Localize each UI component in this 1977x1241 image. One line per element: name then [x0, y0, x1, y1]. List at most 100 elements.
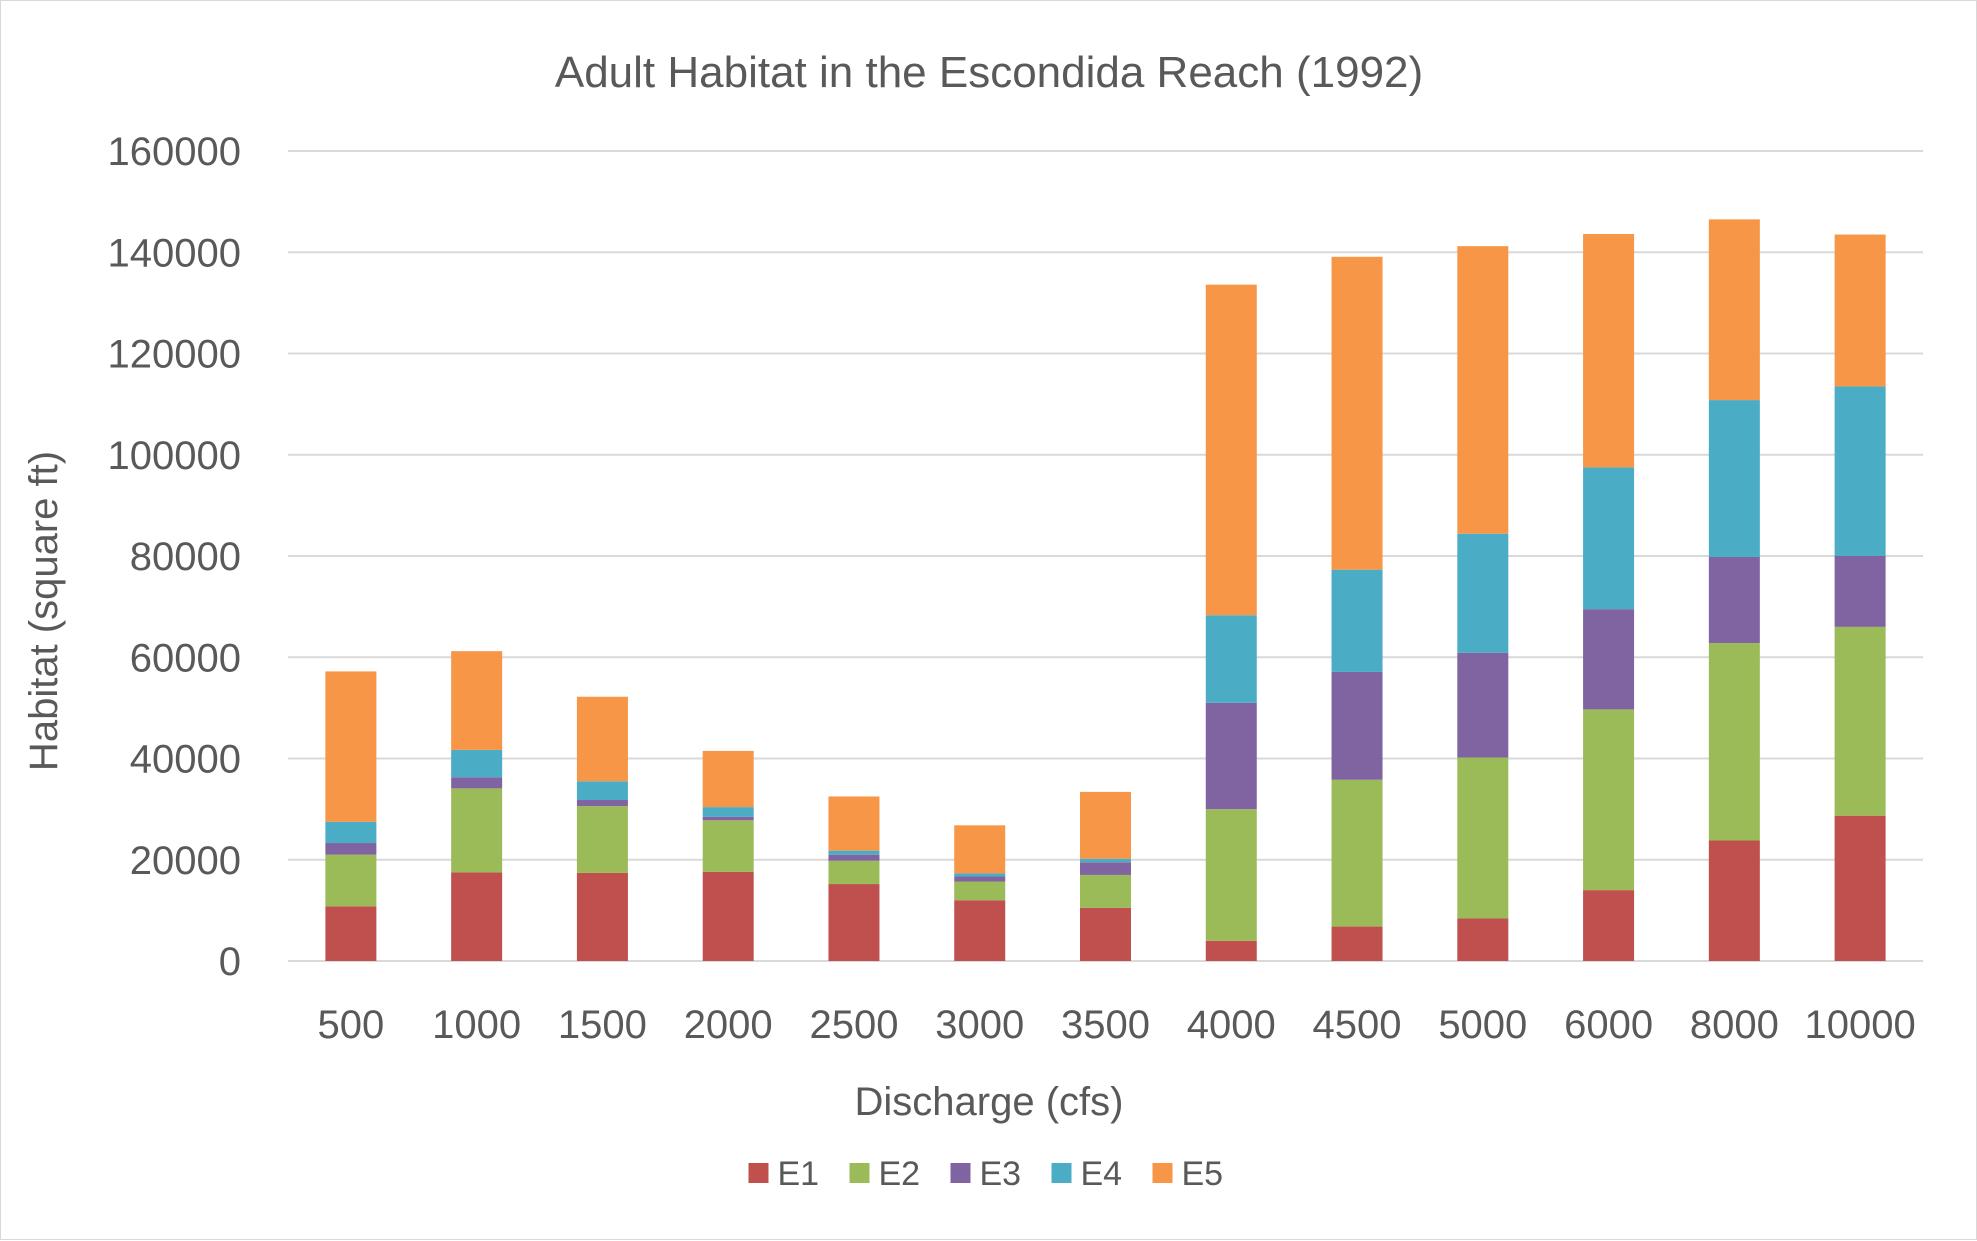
- bar-segment-e4-1000: [451, 749, 503, 778]
- x-axis-ticks: 500 1000 1500 2000 2500 3000 3500 4000 4500 5000 6…: [318, 1003, 1916, 1047]
- bar-segment-e1-5000: [1457, 918, 1509, 961]
- y-tick-label: 160000: [108, 130, 241, 174]
- bar-segment-e1-2000: [702, 871, 754, 961]
- bar-segment-e5-6000: [1583, 234, 1635, 468]
- bar-segment-e4-3000: [954, 873, 1006, 877]
- bar-segment-e4-2000: [702, 807, 754, 817]
- y-tick-label: 80000: [130, 535, 241, 579]
- bar-segment-e2-4000: [1205, 809, 1257, 941]
- legend-label: E4: [1081, 1155, 1123, 1193]
- x-tick-label: 5000: [1438, 1003, 1527, 1047]
- y-tick-label: 0: [219, 940, 241, 984]
- bar-segment-e3-3500: [1080, 862, 1131, 875]
- bar-segment-e4-10000: [1834, 386, 1886, 556]
- bar-segment-e5-4000: [1205, 284, 1257, 616]
- y-axis-label: Habitat (square ft): [22, 451, 66, 771]
- bar-segment-e4-4000: [1205, 615, 1257, 703]
- legend-label: E1: [778, 1155, 820, 1193]
- y-tick-label: 40000: [130, 738, 241, 782]
- y-tick-label: 140000: [108, 231, 241, 275]
- legend: E1 E2 E3 E4 E5: [748, 1155, 1224, 1193]
- bar-segment-e5-2000: [702, 750, 754, 808]
- bar-segment-e2-2500: [828, 860, 880, 885]
- bar-segment-e1-4000: [1205, 940, 1257, 961]
- bar-segment-e4-4500: [1331, 569, 1383, 672]
- bar-segment-e2-1000: [451, 788, 503, 873]
- bar-segment-e3-5000: [1457, 652, 1509, 758]
- legend-item-e1: E1: [748, 1155, 820, 1193]
- bar-segment-e2-4500: [1331, 779, 1383, 927]
- x-tick-label: 2000: [684, 1003, 773, 1047]
- bar-segment-e4-2500: [828, 850, 880, 855]
- bar-segment-e4-5000: [1457, 533, 1509, 653]
- x-tick-label: 2500: [809, 1003, 898, 1047]
- bar-segment-e3-6000: [1583, 609, 1635, 710]
- bar-segment-e3-2000: [702, 816, 754, 821]
- x-tick-label: 500: [318, 1003, 385, 1047]
- x-tick-label: 3000: [935, 1003, 1024, 1047]
- bar-segment-e5-2500: [828, 796, 880, 851]
- bar-segment-e5-1500: [576, 696, 628, 782]
- bar-segment-e3-4500: [1331, 671, 1383, 780]
- bar-segment-e1-1500: [576, 872, 628, 961]
- bar-segment-e2-3500: [1080, 874, 1131, 908]
- legend-swatch: [748, 1163, 769, 1183]
- y-tick-label: 60000: [130, 636, 241, 680]
- x-tick-label: 3500: [1061, 1003, 1150, 1047]
- x-tick-label: 10000: [1804, 1003, 1915, 1047]
- x-tick-label: 8000: [1690, 1003, 1779, 1047]
- bar-segment-e5-1000: [451, 651, 503, 750]
- bar-segment-e2-1500: [576, 806, 628, 873]
- legend-label: E2: [879, 1155, 921, 1193]
- bar-segment-e1-3000: [954, 900, 1006, 961]
- bar-segment-e1-4500: [1331, 926, 1383, 961]
- gridlines: [288, 150, 1923, 962]
- x-tick-label: 1500: [558, 1003, 647, 1047]
- bar-segment-e1-1000: [451, 872, 503, 961]
- legend-item-e3: E3: [950, 1155, 1022, 1193]
- bar-segment-e5-4500: [1331, 256, 1383, 570]
- legend-label: E3: [980, 1155, 1022, 1193]
- chart-title: Adult Habitat in the Escondida Reach (19…: [555, 48, 1423, 97]
- x-axis-label: Discharge (cfs): [855, 1080, 1124, 1124]
- legend-item-e5: E5: [1152, 1155, 1224, 1193]
- bar-segment-e4-500: [325, 821, 377, 844]
- x-tick-label: 4000: [1187, 1003, 1276, 1047]
- y-tick-label: 120000: [108, 333, 241, 377]
- bar-segment-e4-8000: [1708, 400, 1760, 558]
- bar-segment-e5-5000: [1457, 246, 1509, 534]
- bar-segment-e1-3500: [1080, 907, 1131, 961]
- bars: [325, 219, 1886, 961]
- legend-swatch: [950, 1163, 971, 1183]
- bar-segment-e2-500: [325, 854, 377, 907]
- bar-segment-e2-8000: [1708, 643, 1760, 841]
- bar-segment-e4-6000: [1583, 467, 1635, 610]
- legend-item-e2: E2: [849, 1155, 921, 1193]
- bar-segment-e5-3000: [954, 825, 1006, 874]
- legend-item-e4: E4: [1051, 1155, 1123, 1193]
- bar-segment-e4-1500: [576, 781, 628, 801]
- legend-label: E5: [1182, 1155, 1224, 1193]
- legend-swatch: [1152, 1163, 1173, 1183]
- y-tick-label: 100000: [108, 434, 241, 478]
- bar-segment-e3-1000: [451, 777, 503, 789]
- bar-segment-e5-500: [325, 671, 377, 822]
- bar-segment-e2-10000: [1834, 626, 1886, 816]
- bar-segment-e3-500: [325, 843, 377, 855]
- bar-segment-e1-10000: [1834, 815, 1886, 961]
- legend-swatch: [1051, 1163, 1072, 1183]
- bar-segment-e5-3500: [1080, 791, 1131, 859]
- bar-segment-e2-6000: [1583, 709, 1635, 891]
- legend-swatch: [849, 1163, 870, 1183]
- bar-segment-e3-8000: [1708, 557, 1760, 644]
- bar-segment-e4-3500: [1080, 858, 1131, 863]
- bar-segment-e3-2500: [828, 854, 880, 861]
- x-tick-label: 6000: [1564, 1003, 1653, 1047]
- bar-segment-e5-8000: [1708, 219, 1760, 401]
- bar-segment-e1-500: [325, 906, 377, 961]
- y-axis-ticks: 0 20000 40000 60000 80000 100000 120000 140000 1…: [108, 130, 241, 984]
- x-tick-label: 1000: [432, 1003, 521, 1047]
- bar-segment-e1-2500: [828, 884, 880, 961]
